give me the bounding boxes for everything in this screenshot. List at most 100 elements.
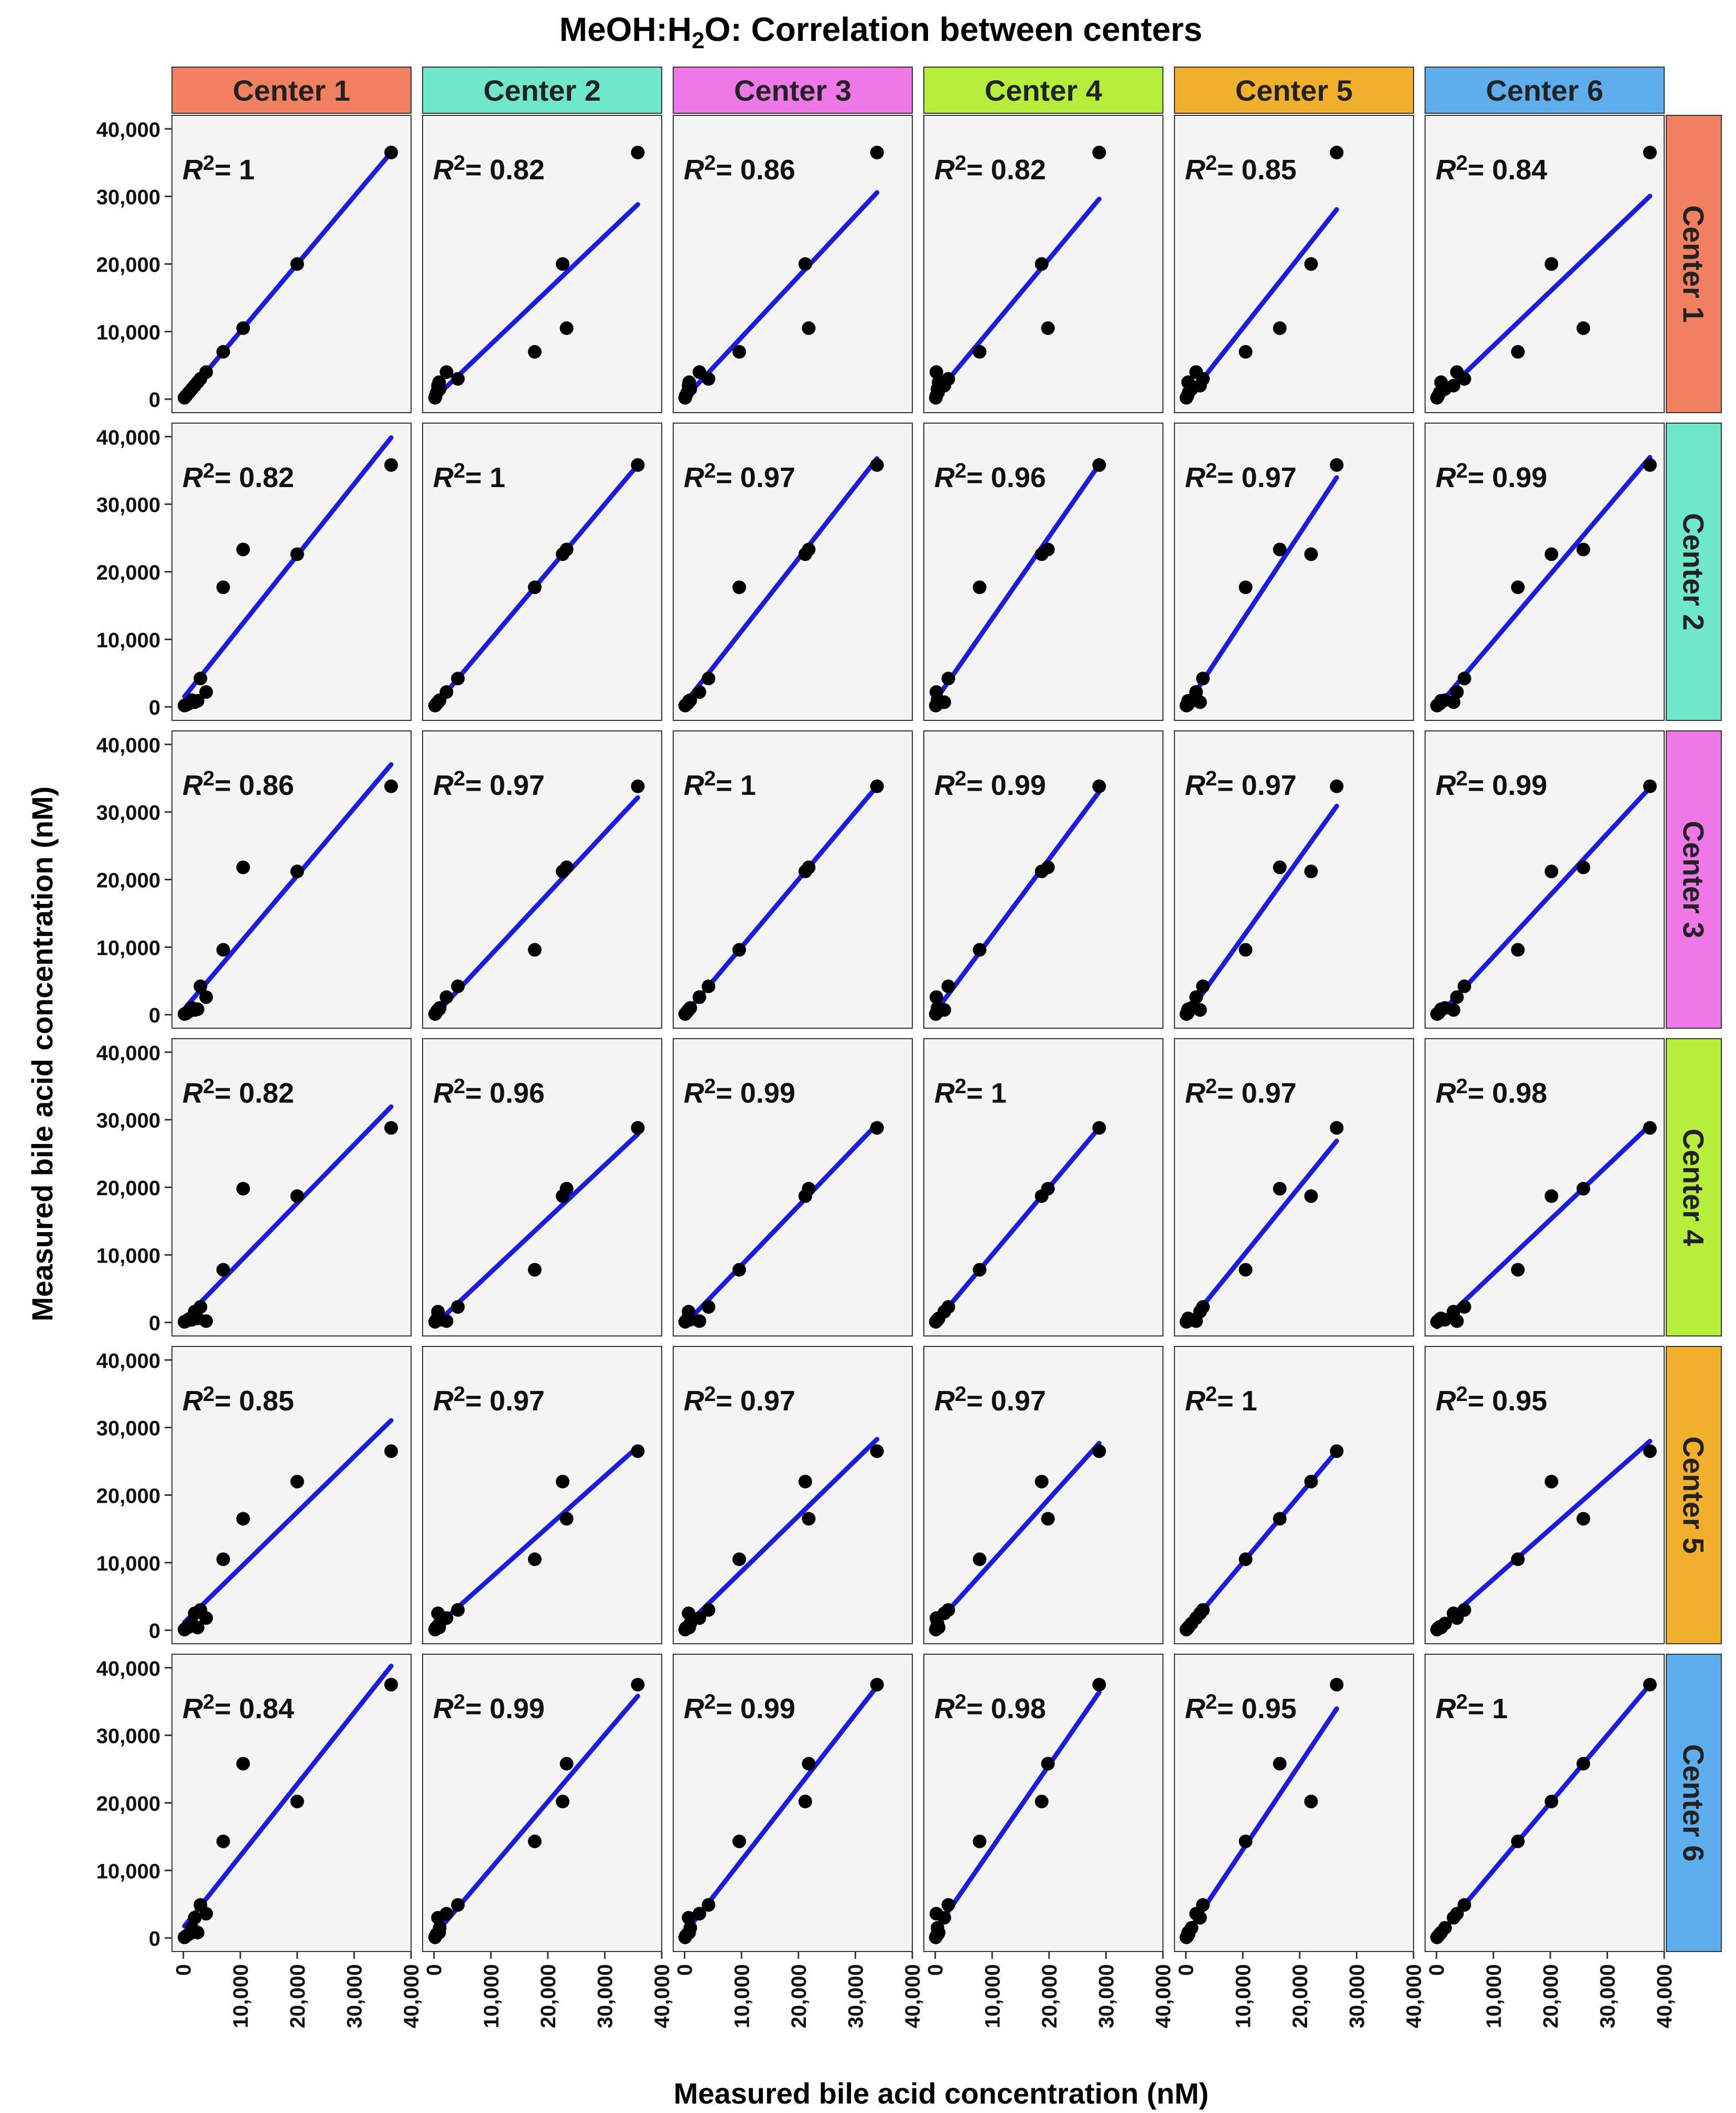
- r-squared-label: R2= 0.99: [1436, 767, 1547, 801]
- data-point: [631, 779, 645, 793]
- data-point: [290, 1794, 304, 1808]
- data-point: [1430, 1314, 1444, 1329]
- row-strip-5: Center 5: [1666, 1346, 1722, 1644]
- panel-r4-c5: R2= 0.97: [1174, 1038, 1414, 1336]
- r-squared-symbol: R: [182, 1385, 203, 1417]
- r-squared-exponent: 2: [1456, 152, 1468, 175]
- data-point: [631, 1677, 645, 1691]
- r-squared-label: R2= 0.99: [433, 1690, 545, 1724]
- data-point: [216, 345, 230, 359]
- data-point: [1304, 865, 1318, 879]
- r-squared-label: R2= 0.82: [182, 1075, 294, 1109]
- r-squared-symbol: R: [1436, 770, 1456, 801]
- column-strip-4: Center 4: [923, 67, 1163, 114]
- r-squared-value: = 0.99: [966, 770, 1046, 801]
- r-squared-label: R2= 1: [1185, 1383, 1257, 1417]
- data-point: [1179, 1622, 1193, 1636]
- row-strip-3: Center 3: [1666, 730, 1722, 1029]
- data-point: [556, 1794, 570, 1808]
- data-point: [1511, 1263, 1525, 1277]
- row-strip-bg: [1666, 115, 1722, 413]
- panel-r4-c1: R2= 0.82 0 10,000 20,000 30,000 40,000: [96, 1038, 412, 1336]
- x-tick-label: 40,000: [1653, 1964, 1676, 2028]
- data-point: [451, 1300, 465, 1314]
- r-squared-symbol: R: [182, 1077, 203, 1109]
- column-strip-label: Center 5: [1235, 74, 1353, 107]
- r-squared-symbol: R: [1185, 1693, 1205, 1724]
- panel-r5-c3: R2= 0.97: [673, 1346, 913, 1644]
- data-point: [1330, 1121, 1344, 1135]
- x-tick-label: 0: [423, 1964, 446, 1976]
- r-squared-label: R2= 0.82: [934, 152, 1046, 186]
- data-point: [929, 1622, 943, 1636]
- column-strip-bg: [422, 67, 662, 114]
- data-point: [527, 1263, 542, 1277]
- r-squared-exponent: 2: [1456, 1075, 1468, 1098]
- data-point: [1238, 943, 1253, 957]
- x-tick-label: 10,000: [1232, 1964, 1255, 2028]
- data-point: [527, 580, 542, 595]
- data-point: [199, 990, 213, 1004]
- regression-line: [433, 1444, 640, 1630]
- chart-title: MeOH:H2O: Correlation between centers: [559, 10, 1202, 53]
- y-tick-label: 10,000: [96, 1860, 160, 1883]
- r-squared-exponent: 2: [1456, 459, 1468, 482]
- column-strip-label: Center 1: [233, 74, 350, 107]
- y-tick-label: 30,000: [96, 1725, 160, 1748]
- x-tick-label: 10,000: [981, 1964, 1004, 2028]
- data-point: [428, 1314, 442, 1329]
- data-point: [702, 672, 716, 686]
- data-point: [1330, 145, 1344, 159]
- data-point: [290, 547, 304, 561]
- data-point: [702, 979, 716, 994]
- r-squared-symbol: R: [433, 1693, 454, 1724]
- data-point: [384, 145, 398, 159]
- regression-line: [683, 1437, 880, 1629]
- r-squared-label: R2= 1: [684, 767, 756, 801]
- data-point: [631, 1444, 645, 1458]
- data-point: [682, 1607, 696, 1621]
- data-point: [870, 1677, 884, 1691]
- r-squared-exponent: 2: [704, 1690, 716, 1713]
- data-point: [216, 1834, 230, 1848]
- data-point: [1511, 345, 1525, 359]
- r-squared-symbol: R: [684, 770, 704, 801]
- r-squared-label: R2= 0.95: [1436, 1383, 1547, 1417]
- regression-line: [933, 462, 1102, 703]
- data-point: [451, 372, 465, 386]
- r-squared-label: R2= 0.84: [1436, 152, 1547, 186]
- data-point: [1545, 1189, 1559, 1203]
- data-point: [1273, 542, 1287, 556]
- regression-line: [1184, 207, 1339, 402]
- x-tick-label: 30,000: [594, 1964, 617, 2028]
- r-squared-symbol: R: [934, 1693, 955, 1724]
- data-point: [1041, 321, 1055, 335]
- data-point: [1189, 990, 1203, 1004]
- data-point: [1545, 1794, 1559, 1808]
- panel-background: [422, 115, 662, 413]
- r-squared-exponent: 2: [1456, 767, 1468, 790]
- panel-r2-c2: R2= 1: [422, 423, 662, 721]
- data-point: [1643, 779, 1657, 793]
- y-tick-label: 30,000: [96, 186, 160, 209]
- column-strip-2: Center 2: [422, 67, 662, 114]
- data-point: [1511, 1552, 1525, 1566]
- y-tick-label: 30,000: [96, 1109, 160, 1133]
- row-strip-2: Center 2: [1666, 423, 1722, 721]
- r-squared-exponent: 2: [454, 767, 465, 790]
- regression-line: [1184, 475, 1339, 708]
- row-strip-bg: [1666, 423, 1722, 721]
- panel-r6-c3: R2= 0.99 0 10,000 20,000 30,000 40,000: [673, 1654, 924, 2028]
- r-squared-label: R2= 0.97: [684, 459, 795, 493]
- r-squared-exponent: 2: [1456, 1383, 1468, 1406]
- data-point: [1196, 979, 1210, 994]
- data-point: [1576, 860, 1590, 875]
- x-tick-label: 20,000: [1539, 1964, 1562, 2028]
- data-point: [1092, 779, 1106, 793]
- data-point: [1034, 1794, 1049, 1808]
- panel-r6-c4: R2= 0.98 0 10,000 20,000 30,000 40,000: [923, 1654, 1175, 2028]
- panel-background: [1174, 1038, 1414, 1336]
- data-point: [732, 345, 746, 359]
- x-tick-label: 20,000: [788, 1964, 811, 2028]
- data-point: [559, 542, 574, 556]
